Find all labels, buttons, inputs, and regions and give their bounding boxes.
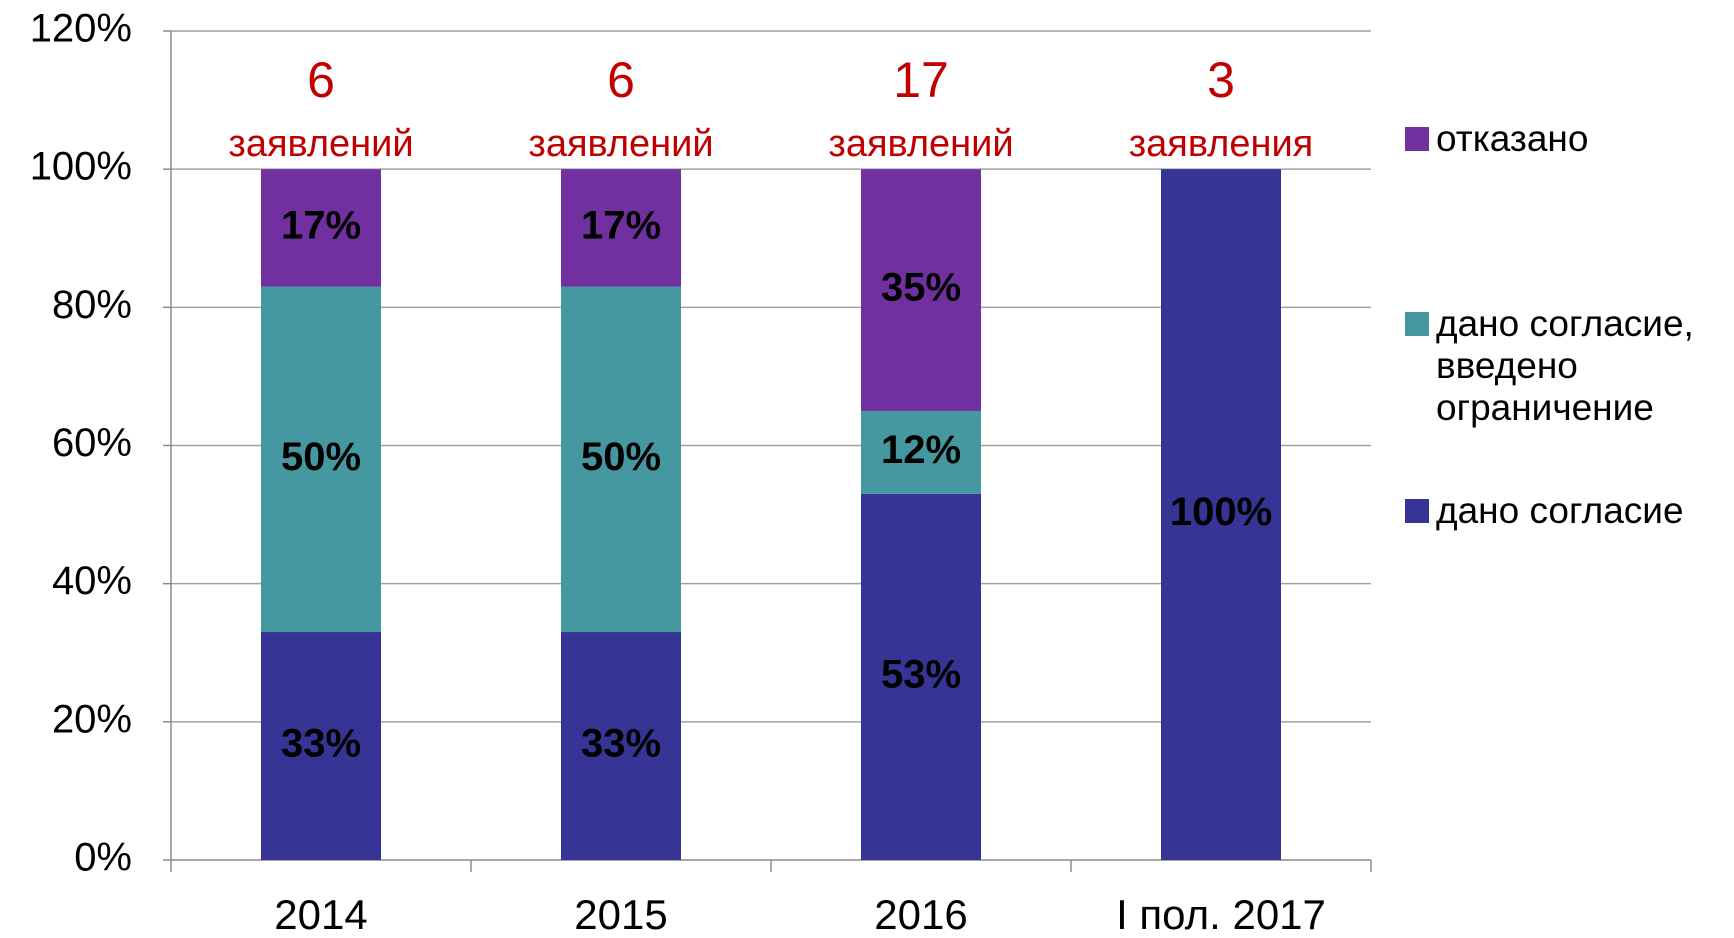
x-tick-label: 2014 [274, 891, 367, 938]
total-label: заявления [1129, 123, 1314, 165]
bar-segment [561, 286, 681, 633]
bar-segment [861, 410, 981, 494]
data-label: 33% [581, 722, 661, 766]
data-label: 35% [881, 266, 961, 310]
x-tick-label: 2016 [874, 891, 967, 938]
bar-segment [561, 169, 681, 287]
bar-segment [861, 493, 981, 860]
bar-segment [261, 632, 381, 860]
bar-segment [561, 632, 681, 860]
data-label: 17% [581, 203, 661, 247]
total-label: заявлений [828, 123, 1013, 165]
legend-swatch [1405, 127, 1429, 151]
bar-segment [861, 169, 981, 411]
legend-swatch [1405, 312, 1429, 336]
x-tick-label: 2015 [574, 891, 667, 938]
legend-label: дано согласие [1436, 490, 1684, 531]
data-label: 50% [581, 435, 661, 479]
y-tick-label: 100% [30, 145, 132, 189]
legend-swatch [1405, 499, 1429, 523]
y-tick-label: 120% [30, 7, 132, 51]
total-label: заявлений [528, 123, 713, 165]
total-count: 17 [893, 52, 949, 108]
y-tick-label: 60% [52, 421, 132, 465]
y-tick-label: 0% [74, 836, 132, 880]
data-label: 33% [281, 722, 361, 766]
legend-label: отказано [1436, 118, 1589, 159]
data-label: 17% [281, 203, 361, 247]
total-count: 3 [1207, 52, 1235, 108]
bar-segment [1161, 169, 1281, 860]
data-label: 53% [881, 652, 961, 696]
data-label: 50% [281, 435, 361, 479]
data-label: 12% [881, 428, 961, 472]
total-label: заявлений [228, 123, 413, 165]
x-tick-label: I пол. 2017 [1116, 891, 1326, 938]
data-label: 100% [1170, 490, 1272, 534]
y-tick-label: 40% [52, 559, 132, 603]
bar-segment [261, 286, 381, 633]
total-count: 6 [307, 52, 335, 108]
y-tick-label: 20% [52, 697, 132, 741]
y-tick-label: 80% [52, 283, 132, 327]
legend-label: дано согласие, введено ограничение [1436, 303, 1694, 428]
bar-segment [261, 169, 381, 287]
total-count: 6 [607, 52, 635, 108]
